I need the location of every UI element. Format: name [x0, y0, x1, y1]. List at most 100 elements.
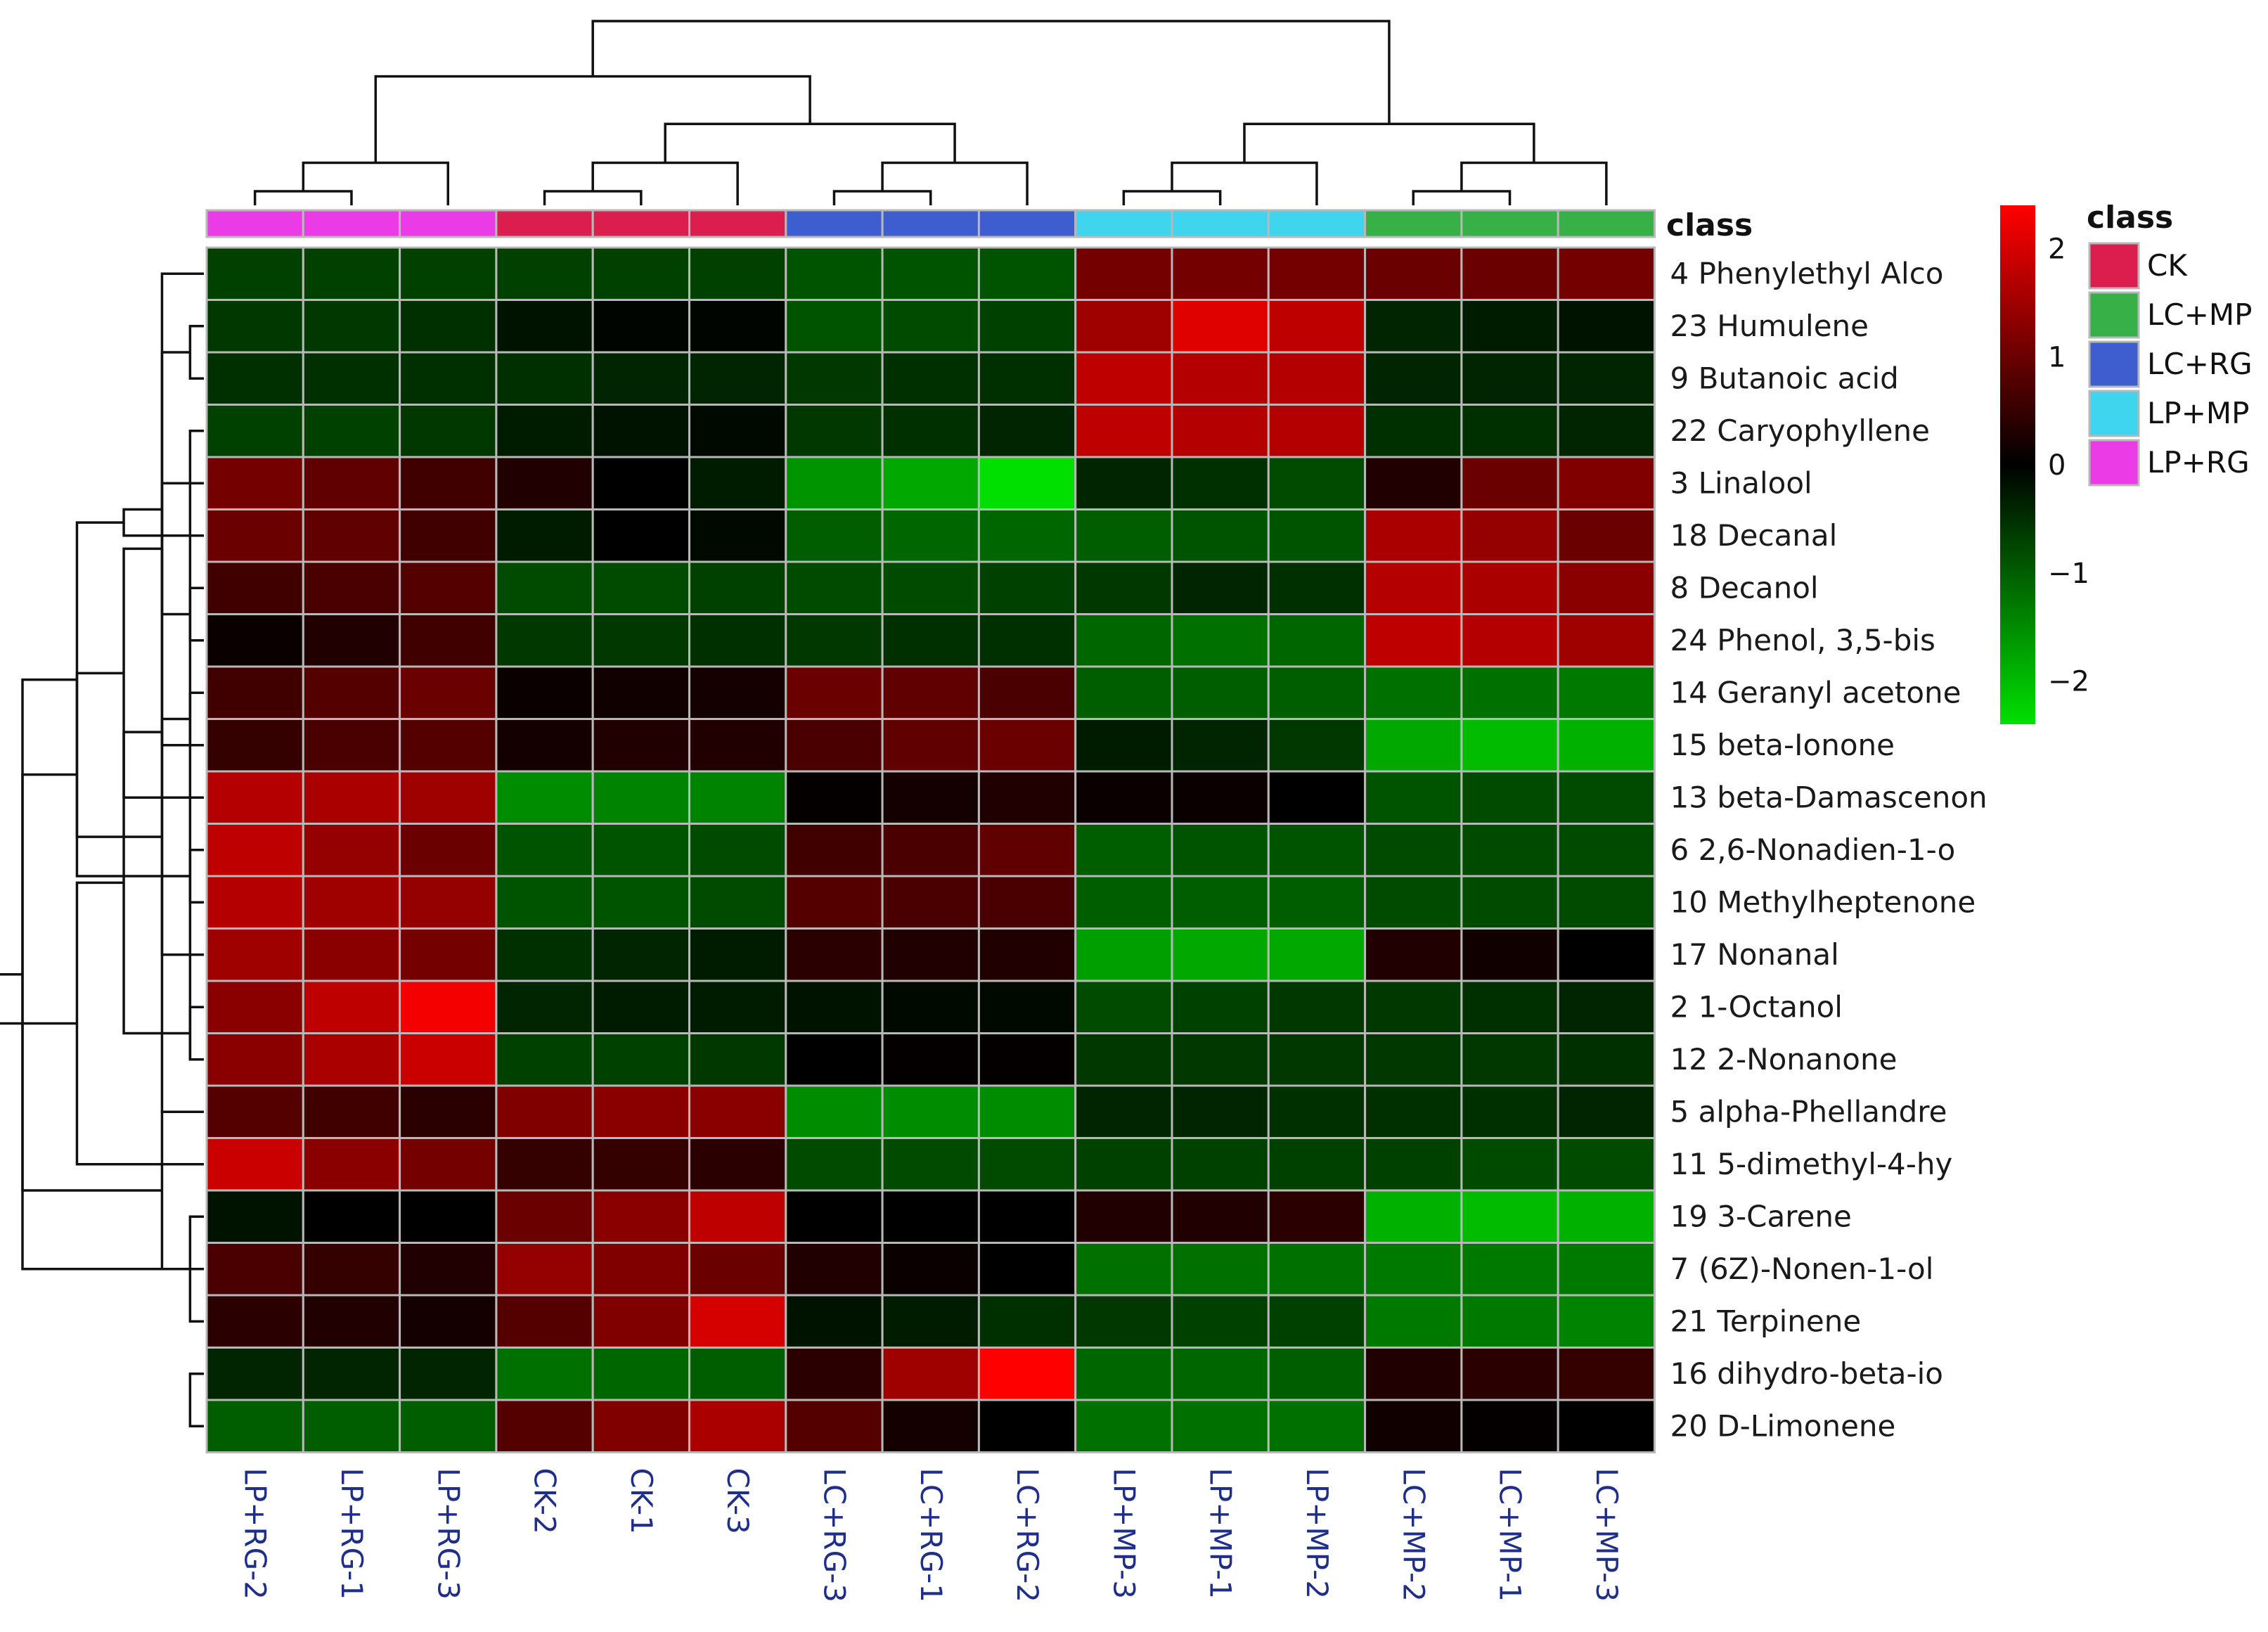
class-bar-cell: [977, 209, 1077, 238]
heatmap-cell: [591, 979, 691, 1034]
heatmap-cell: [205, 770, 304, 825]
heatmap-cell: [881, 770, 980, 825]
heatmap-cell: [1267, 560, 1367, 615]
heatmap-cell: [495, 1347, 594, 1401]
dendrogram-branch: [188, 1373, 204, 1427]
heatmap-cell: [688, 1137, 787, 1192]
heatmap-cell: [881, 246, 980, 301]
heatmap-cell: [302, 456, 401, 510]
heatmap-cell: [302, 718, 401, 773]
dendrogram-branch: [1171, 161, 1318, 205]
heatmap-cell: [399, 665, 498, 720]
heatmap-cell: [1074, 770, 1173, 825]
heatmap-cell: [1267, 979, 1367, 1034]
heatmap-cell: [495, 718, 594, 773]
heatmap-cell: [785, 927, 884, 982]
dendrogram-branch: [160, 272, 204, 747]
column-label: LP+RG-3: [431, 1468, 465, 1600]
heatmap-cell: [591, 1189, 691, 1244]
heatmap-cell: [1171, 823, 1270, 878]
class-legend-swatch: [2088, 439, 2140, 487]
row-label: 24 Phenol, 3,5-bis: [1670, 623, 1935, 657]
dendrogram-branch: [160, 351, 204, 1113]
heatmap-cell: [591, 1294, 691, 1349]
heatmap-cell: [591, 875, 691, 930]
heatmap-cell: [302, 1189, 401, 1244]
heatmap-cell: [495, 246, 594, 301]
heatmap-cell: [1364, 246, 1463, 301]
dendrogram-branch: [122, 731, 191, 1035]
heatmap-cell: [1171, 1137, 1270, 1192]
heatmap-cell: [1074, 1242, 1173, 1297]
heatmap-cell: [1460, 927, 1559, 982]
heatmap-cell: [688, 979, 787, 1034]
heatmap-cell: [1557, 508, 1656, 563]
heatmap-cell: [591, 560, 691, 615]
heatmap-cell: [1460, 456, 1559, 510]
heatmap-cell: [1460, 299, 1559, 354]
heatmap-cell: [785, 1189, 884, 1244]
heatmap-cell: [205, 1399, 304, 1453]
heatmap-cell: [785, 665, 884, 720]
heatmap-cell: [1267, 1294, 1367, 1349]
heatmap-cell: [1171, 613, 1270, 668]
dendrogram-branch: [591, 161, 739, 205]
heatmap-cell: [881, 875, 980, 930]
heatmap-cell: [1074, 560, 1173, 615]
heatmap-cell: [881, 1189, 980, 1244]
class-legend-swatch: [2088, 242, 2140, 290]
heatmap-cell: [591, 770, 691, 825]
row-label: 5 alpha-Phellandre: [1670, 1094, 1947, 1129]
heatmap-cell: [495, 1189, 594, 1244]
dendrogram-branch: [881, 161, 1029, 205]
heatmap-cell: [1460, 560, 1559, 615]
heatmap-cell: [1557, 979, 1656, 1034]
heatmap-cell: [302, 1399, 401, 1453]
heatmap-cell: [1364, 770, 1463, 825]
row-label: 10 Methylheptenone: [1670, 885, 1976, 919]
class-bar-cell: [881, 209, 980, 238]
column-label: LP+RG-1: [335, 1468, 369, 1600]
heatmap-cell: [785, 770, 884, 825]
dendrogram-branch: [160, 482, 204, 616]
heatmap-cell: [688, 1242, 787, 1297]
color-scale-tick: −2: [2048, 666, 2089, 698]
heatmap-cell: [881, 979, 980, 1034]
heatmap-cell: [1557, 1189, 1656, 1244]
heatmap-cell: [1364, 404, 1463, 458]
class-color-bar: [205, 209, 1656, 238]
heatmap-cell: [1557, 456, 1656, 510]
heatmap-cell: [495, 456, 594, 510]
heatmap-cell: [302, 351, 401, 406]
heatmap-cell: [1557, 299, 1656, 354]
heatmap-cell: [881, 1347, 980, 1401]
heatmap-cell: [1364, 613, 1463, 668]
heatmap-cell: [1557, 560, 1656, 615]
heatmap-cell: [785, 1399, 884, 1453]
heatmap-cell: [785, 560, 884, 615]
column-label: CK-1: [624, 1468, 659, 1534]
heatmap-cell: [1171, 1399, 1270, 1453]
dendrogram-branch: [374, 75, 811, 163]
heatmap-cell: [881, 1032, 980, 1087]
column-label: CK-3: [721, 1468, 755, 1534]
heatmap-cell: [1171, 1294, 1270, 1349]
heatmap-cell: [1557, 718, 1656, 773]
heatmap-cell: [205, 823, 304, 878]
heatmap-cell: [1267, 351, 1367, 406]
heatmap-cell: [688, 718, 787, 773]
heatmap-cell: [785, 1347, 884, 1401]
heatmap-cell: [688, 299, 787, 354]
heatmap-cell: [1460, 770, 1559, 825]
heatmap-cell: [688, 1084, 787, 1139]
heatmap-cell: [205, 299, 304, 354]
heatmap-cell: [881, 1399, 980, 1453]
heatmap-cell: [1171, 1084, 1270, 1139]
heatmap-cell: [1171, 927, 1270, 982]
heatmap-cell: [1557, 1399, 1656, 1453]
heatmap-cell: [205, 1137, 304, 1192]
heatmap-cell: [1364, 1242, 1463, 1297]
row-label: 11 5-dimethyl-4-hy: [1670, 1147, 1953, 1181]
heatmap-cell: [1171, 299, 1270, 354]
heatmap-cell: [1171, 404, 1270, 458]
